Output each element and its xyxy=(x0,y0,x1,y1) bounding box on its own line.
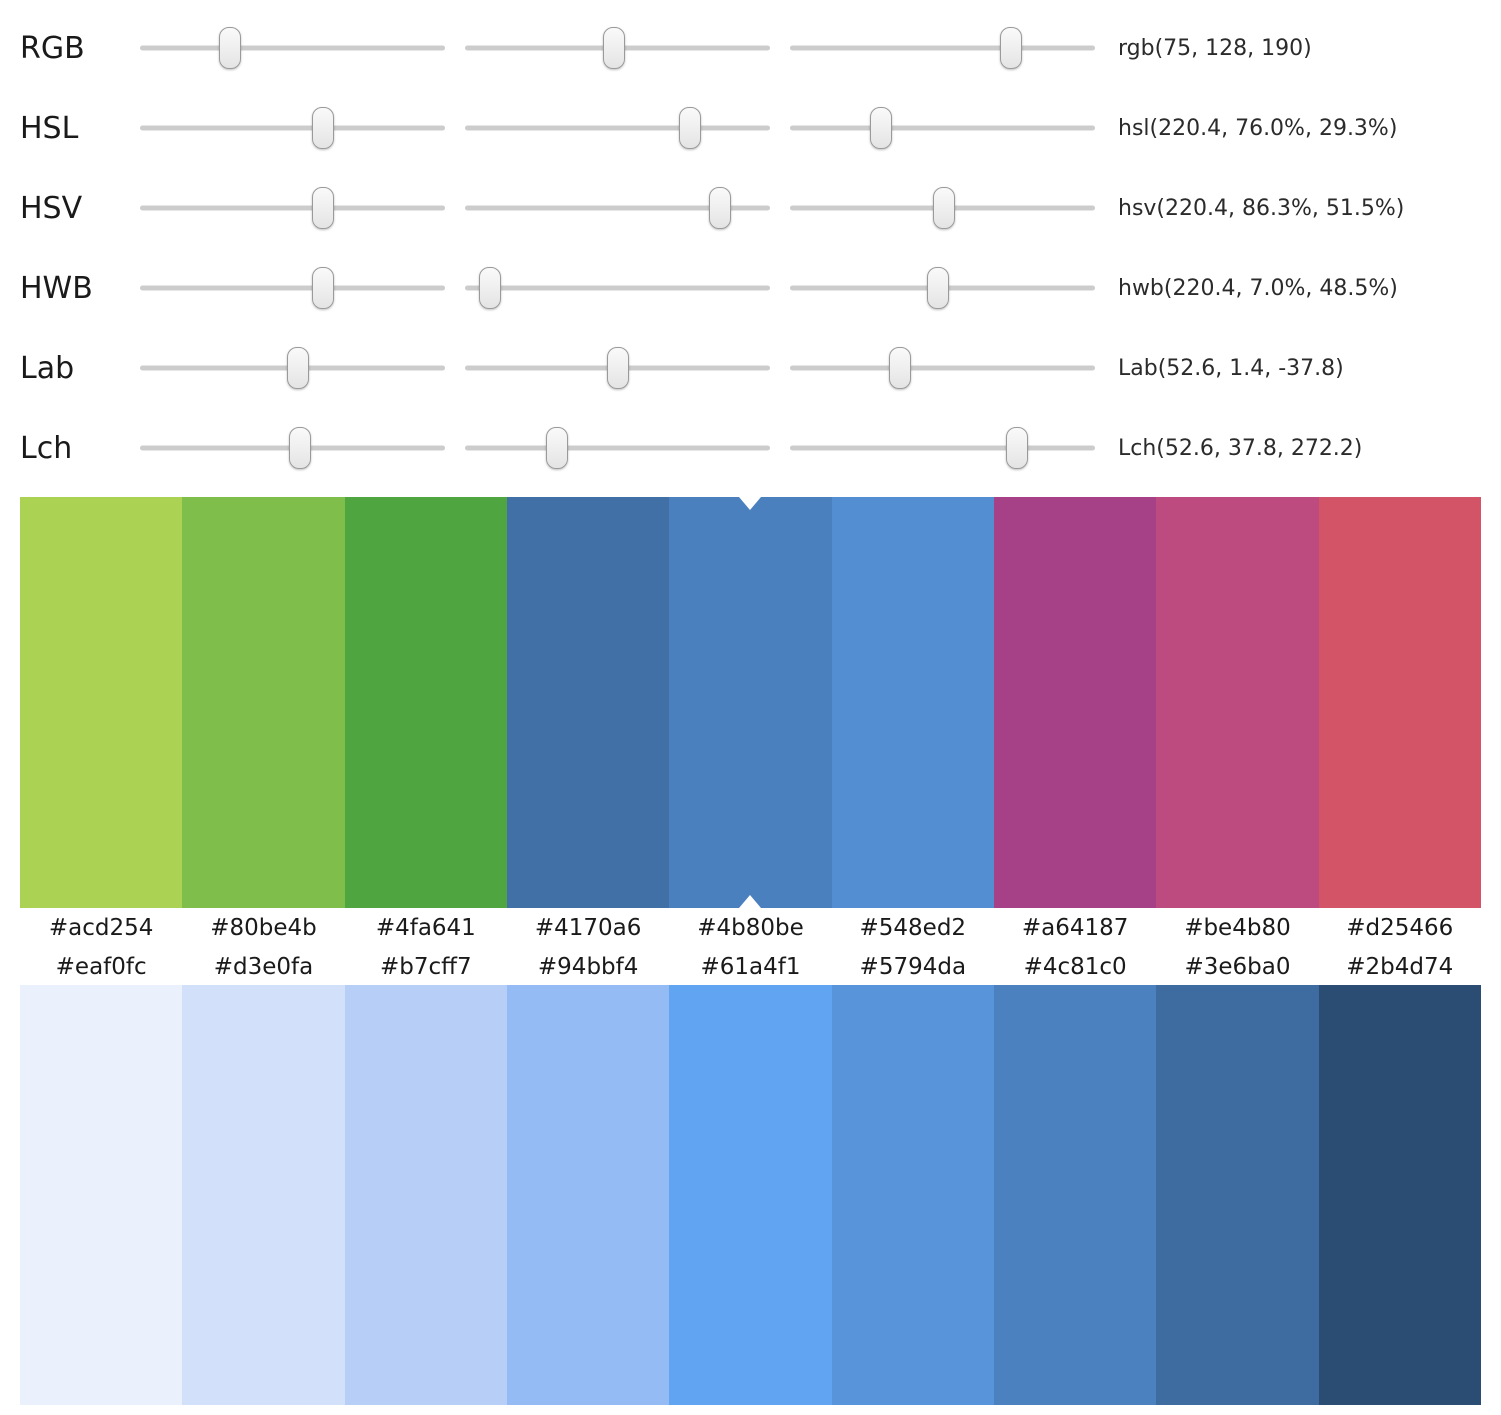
lch-slider-track-2[interactable] xyxy=(465,426,770,470)
hue-swatch[interactable] xyxy=(669,497,832,908)
rgb-slider-track-3[interactable] xyxy=(790,26,1095,70)
hex-label: #be4b80 xyxy=(1184,915,1291,941)
hsv-slider-track-1[interactable] xyxy=(140,186,445,230)
slider-thumb[interactable] xyxy=(312,107,335,149)
shade-swatch[interactable] xyxy=(669,985,832,1405)
colorspace-label-hwb: HWB xyxy=(20,270,93,306)
shade-swatch[interactable] xyxy=(1156,985,1319,1405)
shade-swatch[interactable] xyxy=(993,985,1157,1405)
slider-thumb[interactable] xyxy=(1000,27,1023,69)
hex-label: #2b4d74 xyxy=(1346,953,1454,980)
slider-thumb[interactable] xyxy=(933,187,956,229)
hwb-value-text: hwb(220.4, 7.0%, 48.5%) xyxy=(1118,275,1398,301)
hue-swatch[interactable] xyxy=(20,497,183,908)
slider-thumb[interactable] xyxy=(288,427,311,469)
slider-row-hwb: HWB hwb(220.4, 7.0%, 48.5%) xyxy=(0,248,1501,328)
hsv-slider-track-2[interactable] xyxy=(465,186,770,230)
shade-swatch[interactable] xyxy=(506,985,670,1405)
hex-label: #4b80be xyxy=(697,915,804,941)
hue-swatch[interactable] xyxy=(831,497,994,908)
slider-thumb[interactable] xyxy=(479,267,501,309)
slider-thumb[interactable] xyxy=(603,27,626,69)
palette-top-labels: #acd254 #80be4b #4fa641 #4170a6 #4b80be … xyxy=(20,908,1481,948)
palette-top xyxy=(20,497,1481,908)
hsv-value-text: hsv(220.4, 86.3%, 51.5%) xyxy=(1118,195,1405,221)
palette-bottom xyxy=(20,985,1481,1405)
slider-row-rgb: RGB rgb(75, 128, 190) xyxy=(0,8,1501,88)
hue-swatch[interactable] xyxy=(506,497,670,908)
colorspace-label-rgb: RGB xyxy=(20,30,85,66)
hwb-slider-track-2[interactable] xyxy=(465,266,770,310)
slider-thumb[interactable] xyxy=(546,427,569,469)
colorspace-label-hsl: HSL xyxy=(20,110,79,146)
shade-swatch[interactable] xyxy=(344,985,507,1405)
slider-thumb[interactable] xyxy=(926,267,949,309)
hex-label: #acd254 xyxy=(48,915,154,941)
rgb-slider-track-1[interactable] xyxy=(140,26,445,70)
hue-swatch[interactable] xyxy=(182,497,345,908)
shade-swatch[interactable] xyxy=(182,985,345,1405)
hex-label: #61a4f1 xyxy=(700,953,801,980)
slider-thumb[interactable] xyxy=(679,107,702,149)
slider-row-hsv: HSV hsv(220.4, 86.3%, 51.5%) xyxy=(0,168,1501,248)
lch-slider-track-1[interactable] xyxy=(140,426,445,470)
slider-thumb[interactable] xyxy=(312,267,335,309)
palette-bottom-labels: #eaf0fc #d3e0fa #b7cff7 #94bbf4 #61a4f1 … xyxy=(20,948,1481,985)
hue-swatch[interactable] xyxy=(344,497,507,908)
lab-slider-track-2[interactable] xyxy=(465,346,770,390)
hex-label: #a64187 xyxy=(1021,915,1129,941)
shade-swatch[interactable] xyxy=(20,985,183,1405)
hex-label: #548ed2 xyxy=(859,915,967,941)
shade-swatch[interactable] xyxy=(1318,985,1481,1405)
hsl-slider-track-1[interactable] xyxy=(140,106,445,150)
hue-swatch[interactable] xyxy=(1156,497,1319,908)
hue-swatch[interactable] xyxy=(1318,497,1481,908)
slider-thumb[interactable] xyxy=(312,187,335,229)
color-sliders-panel: RGB rgb(75, 128, 190) HSL hsl(220.4, 76.… xyxy=(0,0,1501,488)
hex-label: #d3e0fa xyxy=(213,953,314,980)
slider-thumb[interactable] xyxy=(888,347,911,389)
colorspace-label-hsv: HSV xyxy=(20,190,83,226)
lab-slider-track-3[interactable] xyxy=(790,346,1095,390)
hwb-slider-track-1[interactable] xyxy=(140,266,445,310)
hex-label: #5794da xyxy=(859,953,967,980)
hex-label: #4c81c0 xyxy=(1023,953,1127,980)
hex-label: #eaf0fc xyxy=(55,953,147,980)
lch-slider-track-3[interactable] xyxy=(790,426,1095,470)
slider-thumb[interactable] xyxy=(286,347,309,389)
lab-slider-track-1[interactable] xyxy=(140,346,445,390)
hsv-slider-track-3[interactable] xyxy=(790,186,1095,230)
hex-label: #4fa641 xyxy=(375,915,476,941)
selection-caret-top xyxy=(739,497,762,510)
shade-swatch[interactable] xyxy=(831,985,994,1405)
hex-label: #94bbf4 xyxy=(537,953,639,980)
slider-thumb[interactable] xyxy=(606,347,629,389)
hsl-slider-track-2[interactable] xyxy=(465,106,770,150)
hsl-value-text: hsl(220.4, 76.0%, 29.3%) xyxy=(1118,115,1398,141)
lch-value-text: Lch(52.6, 37.8, 272.2) xyxy=(1118,435,1363,461)
slider-thumb[interactable] xyxy=(869,107,892,149)
hex-label: #d25466 xyxy=(1346,915,1454,941)
hwb-slider-track-3[interactable] xyxy=(790,266,1095,310)
slider-thumb[interactable] xyxy=(708,187,731,229)
lab-value-text: Lab(52.6, 1.4, -37.8) xyxy=(1118,355,1344,381)
rgb-value-text: rgb(75, 128, 190) xyxy=(1118,35,1312,61)
hex-label: #3e6ba0 xyxy=(1184,953,1291,980)
hex-label: #b7cff7 xyxy=(380,953,472,980)
rgb-slider-track-2[interactable] xyxy=(465,26,770,70)
slider-row-lab: Lab Lab(52.6, 1.4, -37.8) xyxy=(0,328,1501,408)
slider-thumb[interactable] xyxy=(1005,427,1028,469)
colorspace-label-lab: Lab xyxy=(20,350,75,386)
slider-thumb[interactable] xyxy=(218,27,241,69)
slider-row-hsl: HSL hsl(220.4, 76.0%, 29.3%) xyxy=(0,88,1501,168)
selection-caret-bottom xyxy=(739,895,762,908)
slider-row-lch: Lch Lch(52.6, 37.8, 272.2) xyxy=(0,408,1501,488)
hue-swatch[interactable] xyxy=(993,497,1157,908)
hex-label: #80be4b xyxy=(210,915,317,941)
hsl-slider-track-3[interactable] xyxy=(790,106,1095,150)
hex-label: #4170a6 xyxy=(534,915,642,941)
colorspace-label-lch: Lch xyxy=(20,430,73,466)
